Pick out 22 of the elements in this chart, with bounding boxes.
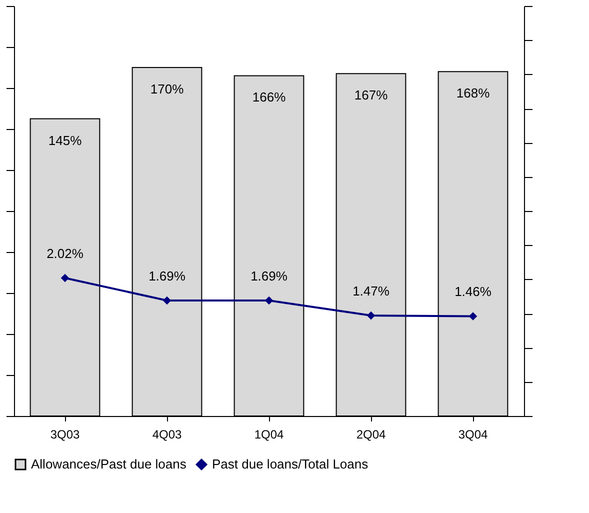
data-label: 1.47% bbox=[352, 284, 390, 299]
data-label: 145% bbox=[48, 132, 82, 148]
data-label: 2.02% bbox=[46, 246, 84, 261]
data-label: 167% bbox=[354, 88, 388, 103]
x-tick-label: 3Q03 bbox=[50, 428, 80, 442]
x-tick-label: 2Q04 bbox=[356, 428, 386, 442]
data-label: 170% bbox=[150, 82, 184, 96]
x-tick-label: 3Q04 bbox=[458, 428, 488, 442]
legend-label: Past due loans/Total Loans bbox=[212, 456, 369, 472]
data-label: 166% bbox=[252, 90, 286, 105]
x-tick-label: 1Q04 bbox=[254, 428, 284, 442]
data-label: 1.69% bbox=[250, 268, 288, 284]
legend-label: Allowances/Past due loans bbox=[31, 456, 187, 472]
point bbox=[469, 312, 477, 320]
point bbox=[163, 296, 171, 304]
data-label: 168% bbox=[456, 86, 490, 101]
x-tick-label: 4Q03 bbox=[152, 428, 182, 442]
point bbox=[61, 274, 69, 282]
point bbox=[265, 296, 273, 304]
data-label: 1.46% bbox=[454, 284, 492, 300]
point bbox=[367, 312, 375, 320]
data-label: 1.69% bbox=[148, 268, 186, 284]
